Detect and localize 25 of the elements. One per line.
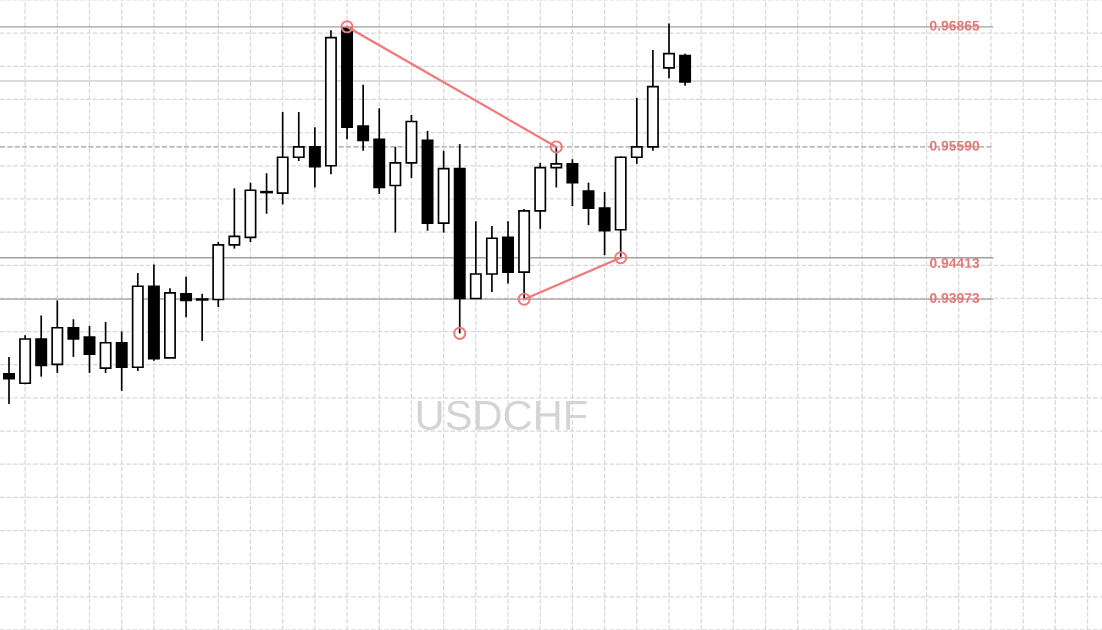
point [614,251,628,265]
candlestick [663,22,675,79]
ref-line-label: 0.93973 [930,293,980,303]
candlestick [228,187,241,250]
candlestick [67,318,80,358]
candlestick [566,158,579,208]
candlestick [3,356,16,405]
candlestick [195,292,209,342]
point [517,292,531,306]
point [549,140,563,154]
candlestick [292,111,305,162]
candlestick [83,324,96,374]
candlestick [357,83,370,152]
candlestick [582,181,595,226]
candlestick [308,126,321,189]
candlestick [389,146,402,234]
ref-line-label: 0.95590 [930,140,980,151]
point [340,20,354,34]
point [453,326,467,340]
candlestick [260,172,273,215]
ref-line-label: 0.94413 [930,258,980,268]
candlestick [630,97,643,165]
candlestick [180,276,193,319]
ref-line-label: 0.96865 [930,20,980,31]
candlestick [598,191,611,257]
